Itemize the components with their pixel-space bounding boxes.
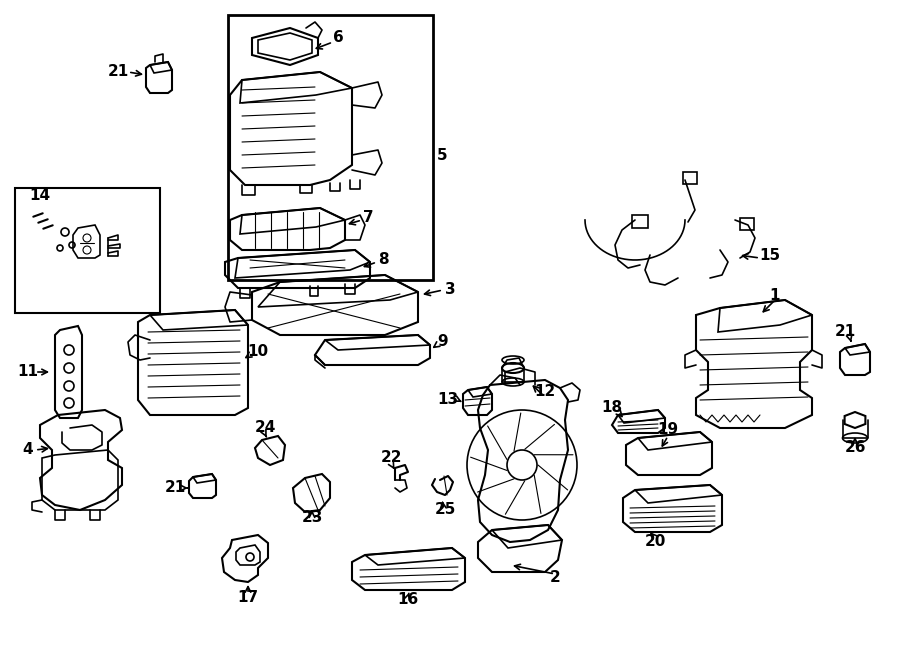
Text: 18: 18	[601, 401, 623, 416]
Text: 10: 10	[248, 344, 268, 360]
Bar	[632, 215, 648, 228]
Text: 14: 14	[30, 188, 50, 202]
Text: 12: 12	[535, 385, 555, 399]
Text: 26: 26	[844, 440, 866, 455]
Text: 19: 19	[657, 422, 679, 438]
Bar	[228, 15, 433, 280]
Text: 16: 16	[398, 592, 418, 607]
Text: 22: 22	[382, 451, 403, 465]
Text: 13: 13	[437, 393, 459, 407]
Text: 11: 11	[17, 364, 39, 379]
Bar	[15, 188, 160, 313]
Bar	[740, 218, 754, 230]
Text: 17: 17	[238, 590, 258, 605]
Text: 21: 21	[834, 325, 856, 340]
Text: 8: 8	[378, 253, 388, 268]
Bar	[683, 172, 697, 184]
Text: 25: 25	[435, 502, 455, 518]
Text: 3: 3	[445, 282, 455, 297]
Text: 9: 9	[437, 334, 448, 350]
Text: 4: 4	[22, 442, 33, 457]
Text: 21: 21	[107, 65, 129, 79]
Text: 1: 1	[770, 288, 780, 303]
Text: 6: 6	[333, 30, 344, 46]
Text: 15: 15	[760, 247, 780, 262]
Text: 20: 20	[644, 535, 666, 549]
Text: 5: 5	[436, 147, 447, 163]
Text: 21: 21	[165, 481, 185, 496]
Text: 24: 24	[255, 420, 275, 436]
Text: 7: 7	[363, 210, 374, 225]
Text: 2: 2	[550, 570, 561, 586]
Text: 23: 23	[302, 510, 323, 525]
